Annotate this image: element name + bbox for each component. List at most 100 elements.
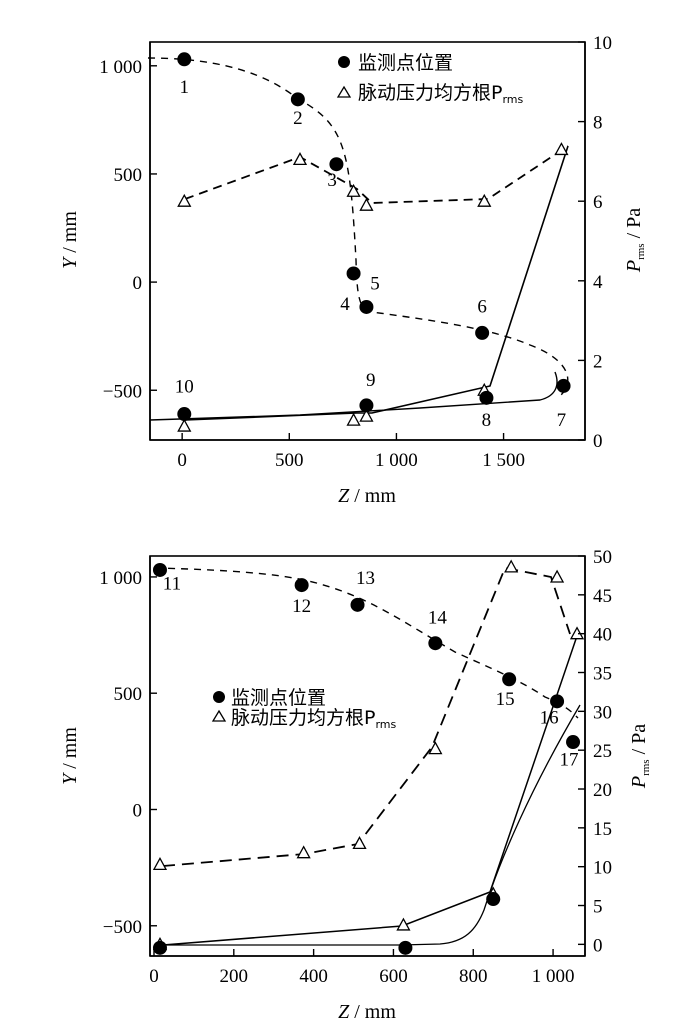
prms-point bbox=[359, 408, 374, 422]
y-tick-label-right: 20 bbox=[593, 780, 612, 801]
prms-point bbox=[152, 856, 168, 870]
monitor-point bbox=[475, 325, 490, 340]
legend-circle-icon bbox=[213, 691, 225, 703]
monitor-point bbox=[290, 92, 305, 107]
prms-point bbox=[177, 193, 192, 207]
y-tick-label-right: 40 bbox=[593, 625, 612, 646]
x-tick-label: 400 bbox=[299, 966, 328, 987]
monitor-point bbox=[428, 636, 443, 651]
monitor-point-label: 1 bbox=[180, 77, 190, 98]
monitor-point bbox=[329, 157, 344, 172]
monitor-point bbox=[556, 378, 571, 393]
prms-point bbox=[292, 152, 308, 166]
prms-point bbox=[177, 418, 192, 432]
legend-label-prms: 脉动压力均方根Prms bbox=[358, 82, 524, 106]
legend-label-location: 监测点位置 bbox=[231, 687, 326, 709]
monitor-point-label: 11 bbox=[163, 574, 181, 595]
monitor-point-label: 5 bbox=[370, 274, 380, 295]
y-tick-label-right: 10 bbox=[593, 33, 612, 54]
legend-label-location: 监测点位置 bbox=[358, 52, 453, 74]
monitor-point bbox=[152, 562, 167, 577]
legend-triangle-icon bbox=[211, 709, 227, 722]
y-tick-label-left: 1 000 bbox=[99, 57, 142, 78]
prms-point bbox=[296, 845, 311, 859]
prms-point bbox=[352, 836, 367, 850]
y-tick-label-right: 15 bbox=[593, 819, 612, 840]
y-tick-label-left: 500 bbox=[114, 684, 143, 705]
location-contour-solid-bottom bbox=[155, 704, 581, 946]
monitor-point-label: 10 bbox=[175, 376, 194, 397]
y-tick-label-right: 4 bbox=[593, 272, 603, 293]
monitor-point bbox=[359, 299, 374, 314]
x-axis-title-top: Z / mm bbox=[338, 485, 396, 507]
monitor-point bbox=[177, 407, 192, 422]
y-tick-label-left: −500 bbox=[103, 381, 142, 402]
y-tick-label-left: 1 000 bbox=[99, 568, 142, 589]
x-tick-label: 600 bbox=[379, 966, 408, 987]
monitor-point bbox=[177, 52, 192, 67]
legend-label-prms: 脉动压力均方根Prms bbox=[231, 707, 397, 731]
prms-point bbox=[346, 183, 361, 197]
legend-triangle-icon bbox=[336, 85, 352, 98]
monitor-point-label: 13 bbox=[356, 568, 375, 589]
prms-solid-line-bottom bbox=[162, 632, 579, 946]
monitor-point-label: 15 bbox=[496, 689, 515, 710]
plot-area-top: 1 2 3 45 6 7 8 9 10 监测点位置 脉动压力均方根Prms bbox=[147, 41, 586, 441]
x-tick-label: 200 bbox=[220, 966, 249, 987]
x-tick-label: 500 bbox=[275, 450, 304, 471]
y-tick-label-right: 50 bbox=[593, 547, 612, 568]
monitor-point-label: 12 bbox=[292, 596, 311, 617]
monitor-point-label: 6 bbox=[477, 296, 487, 317]
prms-point bbox=[554, 142, 569, 156]
y-tick-label-left: 0 bbox=[133, 273, 143, 294]
y-tick-label-right: 10 bbox=[593, 858, 612, 879]
y-tick-label-right: 8 bbox=[593, 113, 603, 134]
right-axis-title-bottom: Prms / Pa bbox=[628, 724, 652, 789]
prms-point bbox=[428, 741, 443, 755]
ticks-bottom: 0 200 400 600 800 1 000 −500 0 500 1 000 0 5 10 15 20 2… bbox=[99, 547, 612, 987]
ticks-top: 0 500 1 000 1 500 −500 0 500 1 000 0 2 4 6 8 10 bbox=[99, 33, 612, 471]
y-tick-label-right: 0 bbox=[593, 431, 603, 452]
y-tick-label-left: −500 bbox=[103, 917, 142, 938]
monitor-point-label: 7 bbox=[557, 410, 567, 431]
monitor-point-label: 8 bbox=[482, 410, 492, 431]
monitor-point bbox=[479, 390, 494, 405]
y-tick-label-right: 6 bbox=[593, 192, 603, 213]
y-axis-title-top: Y / mm bbox=[59, 211, 81, 269]
monitor-point bbox=[294, 578, 309, 593]
monitor-point-label: 2 bbox=[293, 108, 303, 129]
x-axis-title-bottom: Z / mm bbox=[338, 1001, 396, 1023]
prms-solid-line-top bbox=[184, 145, 569, 421]
y-tick-label-left: 500 bbox=[114, 165, 143, 186]
x-tick-label: 1 500 bbox=[482, 450, 525, 471]
monitor-point bbox=[350, 597, 365, 612]
x-tick-label: 1 000 bbox=[532, 966, 575, 987]
prms-point bbox=[396, 917, 411, 931]
location-contour-dashed-bottom bbox=[154, 567, 579, 719]
prms-point bbox=[359, 197, 374, 211]
location-contour-solid-top bbox=[149, 371, 558, 421]
monitor-point bbox=[566, 735, 581, 750]
y-tick-label-right: 5 bbox=[593, 897, 603, 918]
monitor-point bbox=[502, 672, 517, 687]
prms-point bbox=[346, 412, 361, 426]
y-tick-label-right: 30 bbox=[593, 702, 612, 723]
y-tick-label-left: 0 bbox=[133, 800, 143, 821]
x-tick-label: 1 000 bbox=[375, 450, 418, 471]
y-tick-label-right: 35 bbox=[593, 664, 612, 685]
x-tick-label: 0 bbox=[149, 966, 159, 987]
prms-point bbox=[504, 559, 519, 573]
monitor-point bbox=[359, 398, 374, 413]
monitor-point bbox=[398, 940, 413, 955]
legend-top: 监测点位置 脉动压力均方根Prms bbox=[336, 52, 524, 106]
monitor-point bbox=[550, 694, 565, 709]
y-axis-title-bottom: Y / mm bbox=[59, 727, 81, 785]
monitor-point-label: 17 bbox=[560, 749, 579, 770]
monitor-point-label: 9 bbox=[366, 370, 376, 391]
monitor-point-label: 4 bbox=[340, 294, 350, 315]
monitor-point-label: 14 bbox=[428, 607, 448, 628]
legend-bottom: 监测点位置 脉动压力均方根Prms bbox=[211, 687, 397, 731]
